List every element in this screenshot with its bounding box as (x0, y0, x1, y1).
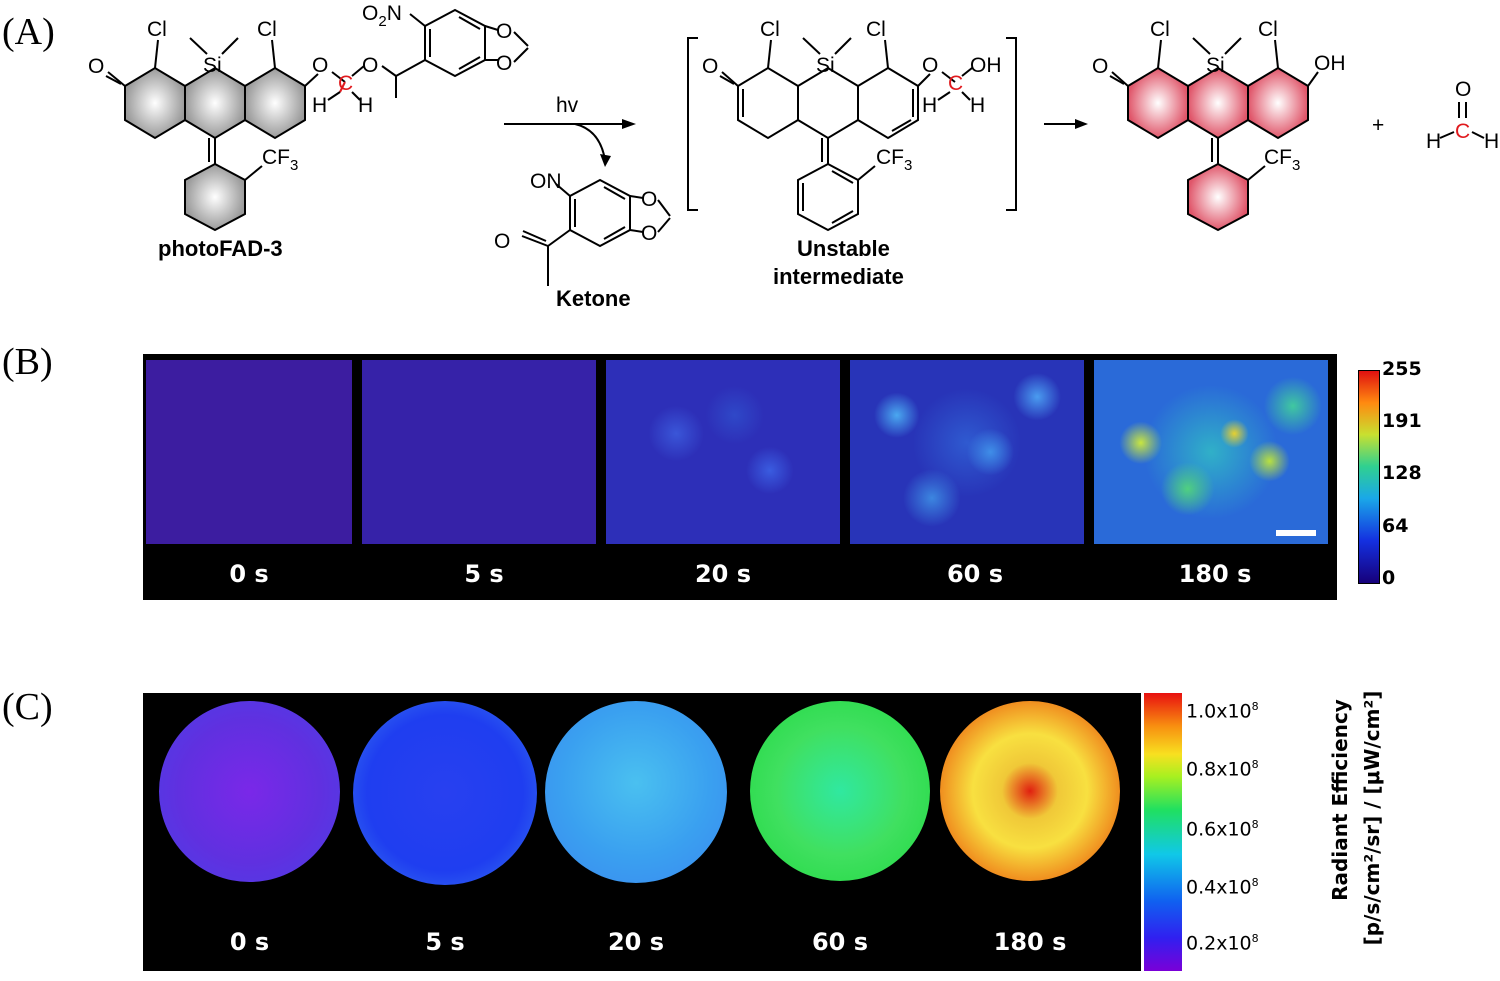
scale-bar (1276, 530, 1316, 536)
intermediate-carbonyl-o: O (702, 55, 718, 78)
panel-c-colorbar (1144, 693, 1182, 971)
product-si: Si (1206, 54, 1225, 77)
reactant-h-left: H (312, 94, 327, 117)
panel-c-well-180s (940, 701, 1120, 881)
intermediate-h-right: H (970, 94, 985, 117)
formaldehyde-molecule: O C H H (1426, 78, 1499, 153)
reactant-ether-o2: O (362, 54, 378, 77)
panel-b-tick-255: 255 (1382, 358, 1422, 380)
ketone-on: ON (530, 170, 562, 193)
panel-b-label-60s: 60 s (946, 560, 1004, 588)
reaction-arrow-2 (1044, 119, 1088, 129)
panel-c-tick-1-0: 1.0x108 (1186, 700, 1259, 723)
intermediate-molecule: O Cl Cl Si O C OH H H CF3 Unstable inter… (687, 18, 1017, 289)
panel-c-tick-0-6: 0.6x108 (1186, 818, 1259, 841)
reaction-arrow-1: hv (504, 94, 636, 167)
panel-b-colorbar (1358, 370, 1380, 584)
reactant-molecule: O Cl Cl Si O C O H H O2N O O (88, 2, 529, 261)
intermediate-label-line1: Unstable (797, 236, 890, 261)
intermediate-oh: OH (970, 54, 1002, 77)
panel-c-well-60s (750, 701, 930, 881)
formaldehyde-c: C (1455, 120, 1470, 143)
plus-sign: + (1372, 114, 1384, 137)
panel-c-axis-title-line1: Radiant Efficiency (1328, 699, 1352, 901)
panel-c-tick-0-8: 0.8x108 (1186, 758, 1259, 781)
panel-c-label-0s: 0 s (229, 928, 270, 956)
panel-b-tick-0: 0 (1382, 567, 1396, 589)
ketone-molecule: ON O O O Ketone (494, 170, 671, 311)
intermediate-label-line2: intermediate (773, 264, 904, 289)
intermediate-cf3: CF3 (876, 146, 912, 174)
panel-b-image-20s (606, 360, 840, 544)
panel-b-image-0s (146, 360, 352, 544)
panel-b-label-20s: 20 s (694, 560, 752, 588)
panel-c-tick-0-2: 0.2x108 (1186, 932, 1259, 955)
panel-c-label-20s: 20 s (607, 928, 665, 956)
formaldehyde-o: O (1455, 78, 1471, 101)
panel-c-well-20s (545, 701, 727, 883)
reactant-label: photoFAD-3 (158, 236, 283, 261)
reactant-nitro: O2N (362, 2, 402, 30)
formaldehyde-h-left: H (1426, 130, 1441, 153)
product-carbonyl-o: O (1092, 55, 1108, 78)
ketone-label: Ketone (556, 286, 631, 311)
panel-b-tick-128: 128 (1382, 462, 1422, 484)
panel-letter-a: (A) (2, 11, 55, 53)
product-cl-right: Cl (1258, 18, 1278, 41)
panel-c-label-60s: 60 s (811, 928, 869, 956)
reactant-methylene-c: C (338, 72, 353, 95)
intermediate-methylene-c: C (948, 72, 963, 95)
product-oh: OH (1314, 52, 1346, 75)
reactant-h-right: H (358, 94, 373, 117)
ketone-o2: O (641, 222, 657, 245)
panel-b-image-60s (850, 360, 1084, 544)
reactant-ether-o1: O (312, 54, 328, 77)
ketone-carbonyl-o: O (494, 230, 510, 253)
panel-letter-b: (B) (2, 341, 53, 383)
reagent-hv: hv (556, 94, 579, 117)
intermediate-ether-o: O (922, 54, 938, 77)
panel-b-tick-191: 191 (1382, 410, 1422, 432)
reaction-scheme: O Cl Cl Si O C O H H O2N O O (88, 2, 1499, 311)
panel-b-label-180s: 180 s (1178, 560, 1252, 588)
panel-c-label-180s: 180 s (993, 928, 1067, 956)
panel-b-tick-64: 64 (1382, 515, 1409, 537)
panel-letter-c: (C) (2, 686, 53, 728)
intermediate-cl-right: Cl (866, 18, 886, 41)
reactant-dioxole-o1: O (496, 20, 512, 43)
panel-b-label-5s: 5 s (464, 560, 504, 588)
reactant-si: Si (203, 54, 222, 77)
panel-c-well-0s (159, 701, 340, 882)
product-molecule: O Cl Cl Si OH CF3 (1092, 18, 1346, 232)
panel-c-label-5s: 5 s (425, 928, 465, 956)
panel-c-well-5s (353, 701, 537, 885)
reactant-cl-right: Cl (257, 18, 277, 41)
reactant-carbonyl-o: O (88, 55, 104, 78)
reactant-cl-left: Cl (147, 18, 167, 41)
intermediate-si: Si (816, 54, 835, 77)
ketone-o1: O (641, 188, 657, 211)
product-cl-left: Cl (1150, 18, 1170, 41)
reactant-dioxole-o2: O (496, 52, 512, 75)
panel-c-axis-title-line2: [p/s/cm²/sr] / [μW/cm²] (1360, 690, 1384, 946)
intermediate-h-left: H (922, 94, 937, 117)
panel-b-label-0s: 0 s (229, 560, 269, 588)
intermediate-cl-left: Cl (760, 18, 780, 41)
panel-b-image-180s (1094, 360, 1328, 544)
reactant-xanthene-core (124, 66, 306, 140)
reactant-cf3: CF3 (262, 146, 298, 174)
panel-b-image-5s (362, 360, 596, 544)
panel-c-tick-0-4: 0.4x108 (1186, 876, 1259, 899)
product-cf3: CF3 (1264, 146, 1300, 174)
formaldehyde-h-right: H (1484, 130, 1499, 153)
